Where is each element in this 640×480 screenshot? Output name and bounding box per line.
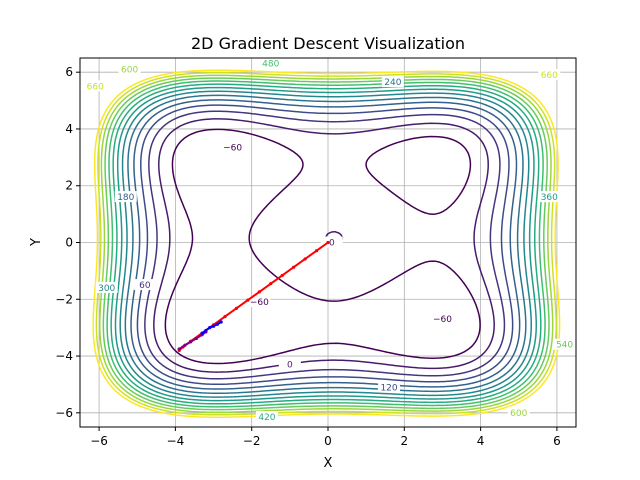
contour-line xyxy=(164,128,481,365)
descent-path-point xyxy=(194,336,198,341)
contour-line xyxy=(106,80,546,408)
descent-path-point xyxy=(183,343,187,347)
descent-path-point xyxy=(223,314,227,319)
contour-line xyxy=(99,74,554,414)
contour-label: 660 xyxy=(541,71,558,81)
contour-label-background xyxy=(84,80,107,92)
contour-label: −60 xyxy=(250,298,269,308)
contour-line xyxy=(144,110,506,380)
contour-label: −60 xyxy=(223,143,242,153)
y-tick-label: 0 xyxy=(65,236,73,250)
y-tick-label: 6 xyxy=(65,65,73,79)
x-axis-label: X xyxy=(324,456,333,471)
contour-label-background xyxy=(248,296,271,308)
contour-line xyxy=(92,69,561,418)
contour-label: 360 xyxy=(541,193,558,203)
contour-label: 120 xyxy=(380,383,397,393)
contour-label-background xyxy=(133,279,156,291)
contour-label-background xyxy=(118,63,141,75)
contour-label: −60 xyxy=(433,315,452,325)
contour-label-background xyxy=(278,358,301,370)
contour-label: 0 xyxy=(287,361,293,371)
x-tick-label: 2 xyxy=(400,434,408,448)
descent-path-point xyxy=(326,240,330,245)
y-tick-label: −4 xyxy=(55,349,73,363)
contour-label-background xyxy=(320,236,343,248)
contour-label-background xyxy=(221,141,244,153)
descent-path-point xyxy=(280,273,284,278)
contour-labels: −60 −60 −60 0 0 60 120 180 240 300 360 420 480 540 600… xyxy=(84,58,576,423)
contour-label: 0 xyxy=(329,239,335,249)
contour-label: 480 xyxy=(262,60,279,70)
contour-label: 300 xyxy=(98,284,115,294)
y-tick-label: −2 xyxy=(55,292,73,306)
contour-label-background xyxy=(95,281,118,293)
descent-path-point xyxy=(292,265,296,269)
contour-label-background xyxy=(538,191,561,203)
contour-line xyxy=(153,118,495,373)
contour-label: 180 xyxy=(117,193,134,203)
contour-line xyxy=(114,86,537,402)
descent-path-point xyxy=(314,249,319,253)
x-tick-label: 6 xyxy=(553,434,561,448)
contour-label: 600 xyxy=(121,65,138,75)
contour-label: 600 xyxy=(510,409,527,419)
contour-label-background xyxy=(114,191,137,203)
x-tick-label: −4 xyxy=(167,434,185,448)
contour-label: 660 xyxy=(87,82,104,92)
chart-title: 2D Gradient Descent Visualization xyxy=(191,34,465,53)
contour-label: 60 xyxy=(139,281,151,291)
contour-label: 420 xyxy=(258,413,275,423)
descent-path-point xyxy=(234,306,239,310)
y-axis-ticks: −6 −4 −2 0 2 4 6 xyxy=(55,65,80,420)
contour-label-background xyxy=(507,406,530,418)
descent-path-point xyxy=(219,320,223,324)
descent-path-point xyxy=(200,331,204,335)
descent-paths xyxy=(177,240,330,352)
y-tick-label: 4 xyxy=(65,122,73,136)
descent-path-point xyxy=(211,324,216,328)
contour-line xyxy=(119,90,533,398)
descent-path-point xyxy=(269,282,273,286)
descent-path-point xyxy=(204,328,208,333)
x-tick-label: −2 xyxy=(243,434,261,448)
contour-label-background xyxy=(381,76,404,88)
descent-path-point xyxy=(215,322,219,326)
contour-label-background xyxy=(538,69,561,81)
y-tick-label: 2 xyxy=(65,179,73,193)
descent-path-point xyxy=(257,290,261,294)
contour-plot xyxy=(92,69,561,418)
contour-label-background xyxy=(259,58,282,69)
contour-line xyxy=(124,94,527,395)
descent-path-point xyxy=(189,340,193,344)
contour-label: 540 xyxy=(556,341,573,351)
contour-label-background xyxy=(553,338,576,350)
contour-label-background xyxy=(431,313,454,325)
descent-path-point xyxy=(246,298,250,302)
contour-line xyxy=(110,83,542,405)
x-tick-label: 0 xyxy=(324,434,332,448)
contour-line xyxy=(130,99,521,390)
descent-path-point xyxy=(177,347,181,351)
y-axis-label: Y xyxy=(29,238,44,247)
contour-label-background xyxy=(255,411,278,423)
descent-path-point xyxy=(208,326,212,330)
contour-line xyxy=(136,104,514,386)
x-tick-label: 4 xyxy=(477,434,485,448)
contour-label: 240 xyxy=(384,78,401,88)
x-axis-ticks: −6 −4 −2 0 2 4 6 xyxy=(90,427,561,448)
contour-line xyxy=(102,77,550,411)
contour-label-background xyxy=(378,381,401,393)
x-tick-label: −6 xyxy=(90,434,108,448)
descent-path-point xyxy=(303,257,307,261)
y-tick-label: −6 xyxy=(55,406,73,420)
